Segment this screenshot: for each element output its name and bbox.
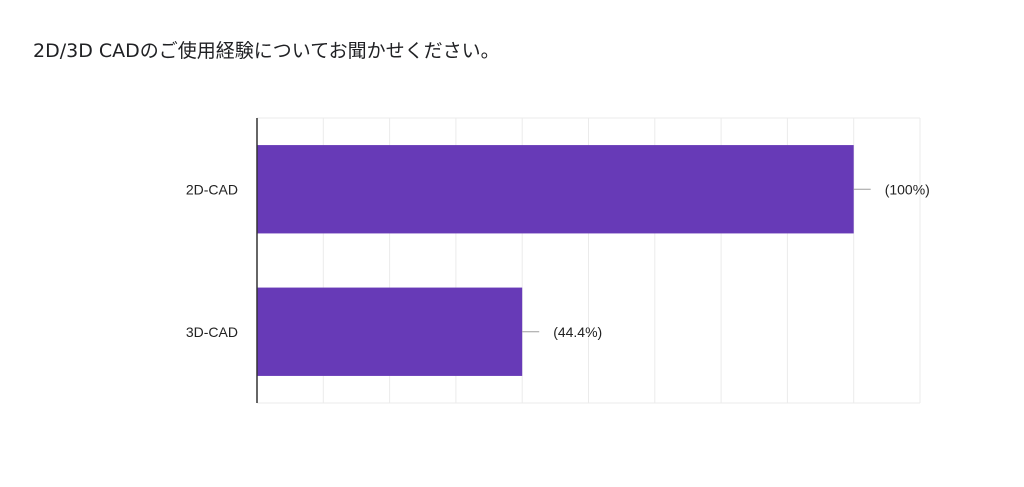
category-label: 3D-CAD: [186, 324, 238, 340]
value-label: (100%): [885, 181, 930, 197]
bar-2d-cad: [257, 145, 854, 234]
category-label: 2D-CAD: [186, 181, 238, 197]
bar-3d-cad: [257, 287, 523, 376]
bars: [257, 145, 854, 376]
labels: 2D-CAD (100%) 3D-CAD (44.4%): [186, 181, 930, 340]
question-title: 2D/3D CADのご使用経験についてお聞かせください。: [33, 40, 500, 62]
value-label: (44.4%): [553, 324, 602, 340]
